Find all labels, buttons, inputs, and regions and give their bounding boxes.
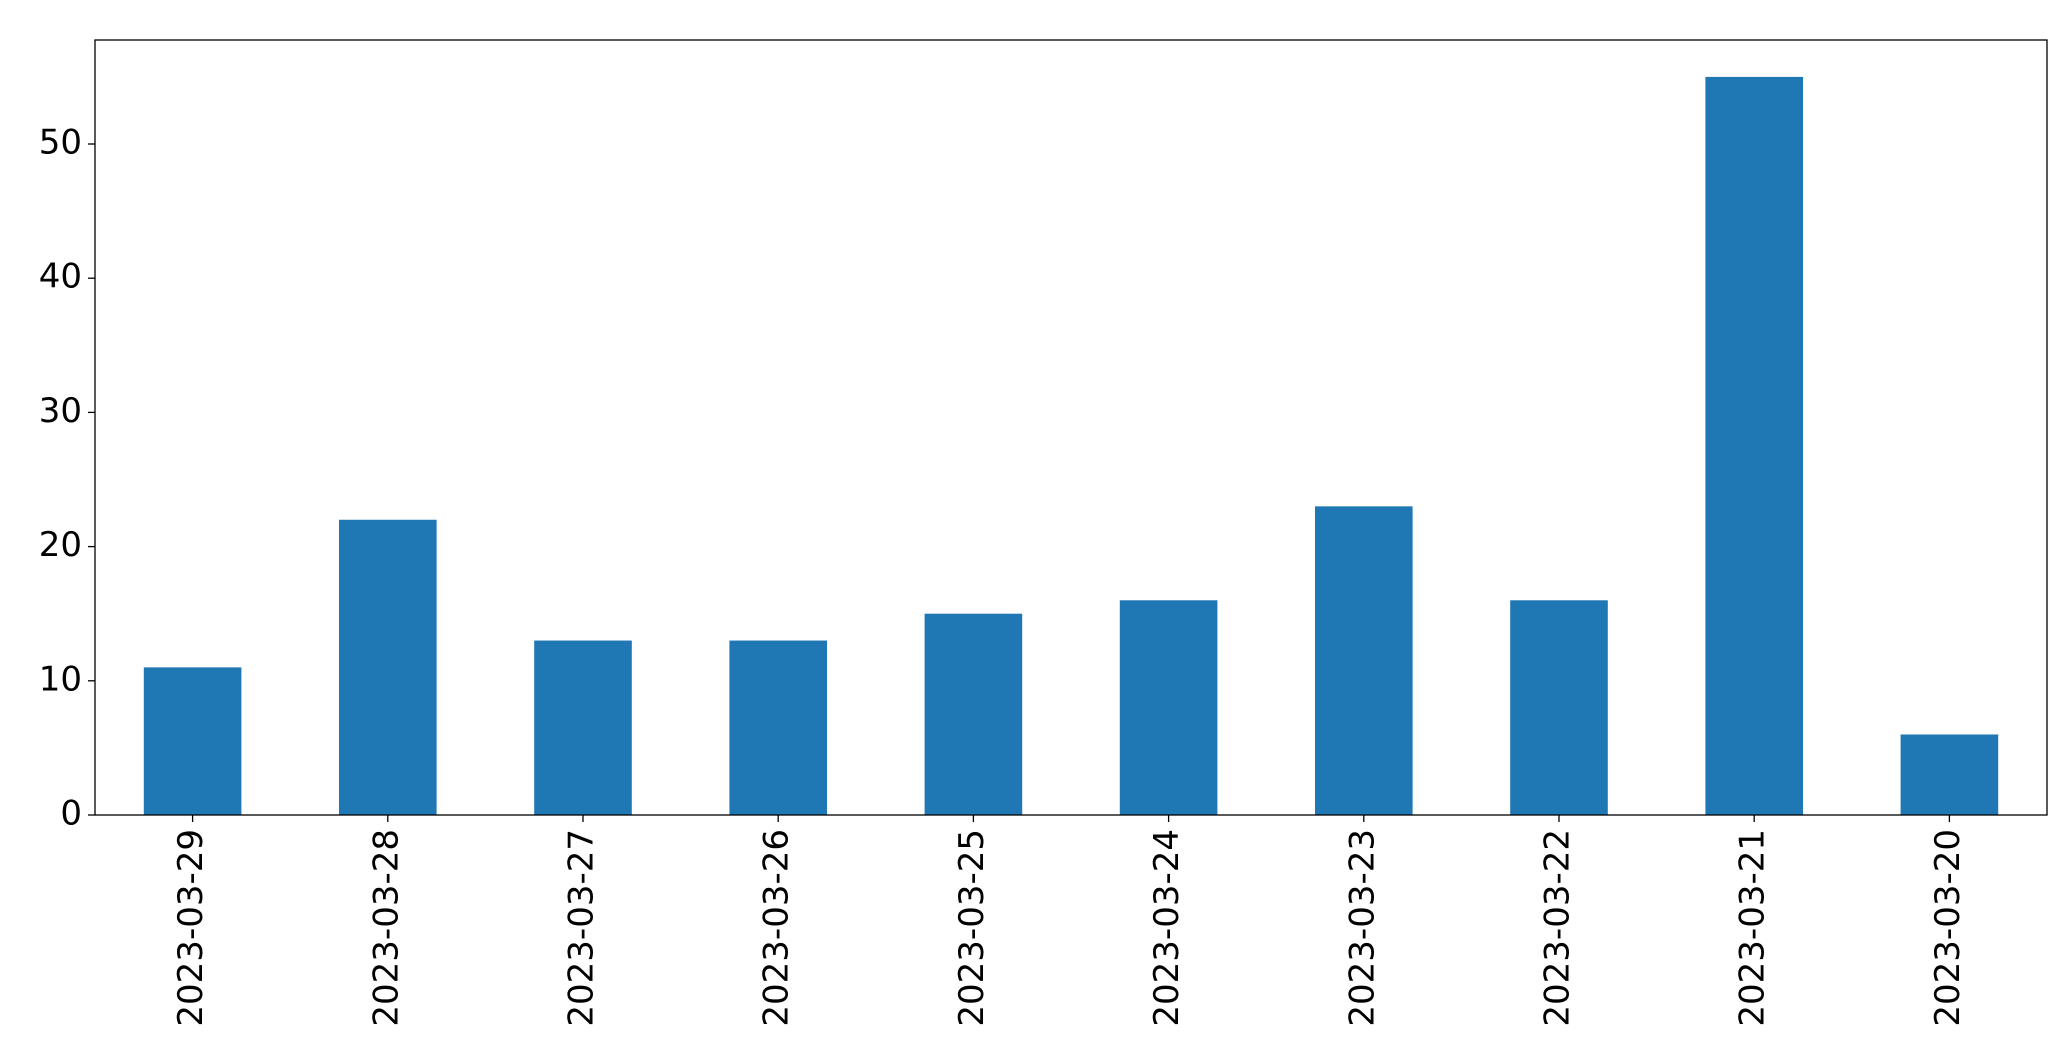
bar xyxy=(1119,600,1218,815)
y-tick-label: 20 xyxy=(39,525,82,565)
x-tick-label: 2023-03-22 xyxy=(1538,829,1578,1027)
y-tick-label: 10 xyxy=(39,659,82,699)
bar xyxy=(729,640,827,815)
x-tick-label: 2023-03-26 xyxy=(757,829,797,1027)
bar xyxy=(1900,734,1999,815)
y-tick-label: 0 xyxy=(60,794,82,834)
plot-frame xyxy=(94,39,2048,816)
x-tick-label: 2023-03-24 xyxy=(1147,829,1187,1027)
bar xyxy=(1705,76,1803,815)
bar xyxy=(924,613,1023,815)
bar xyxy=(339,519,437,815)
bar xyxy=(1315,506,1413,815)
bar xyxy=(143,667,242,815)
x-tick-label: 2023-03-29 xyxy=(171,829,211,1027)
y-tick-label: 30 xyxy=(39,391,82,431)
y-tick-label: 50 xyxy=(39,123,82,163)
x-tick-label: 2023-03-21 xyxy=(1733,829,1773,1027)
x-tick-label: 2023-03-25 xyxy=(952,829,992,1027)
bar xyxy=(534,640,632,815)
x-tick-label: 2023-03-27 xyxy=(562,829,602,1027)
y-tick-label: 40 xyxy=(39,257,82,297)
x-tick-label: 2023-03-23 xyxy=(1342,829,1382,1027)
x-tick-label: 2023-03-20 xyxy=(1928,829,1968,1027)
bar xyxy=(1510,600,1608,815)
x-tick-label: 2023-03-28 xyxy=(366,829,406,1027)
